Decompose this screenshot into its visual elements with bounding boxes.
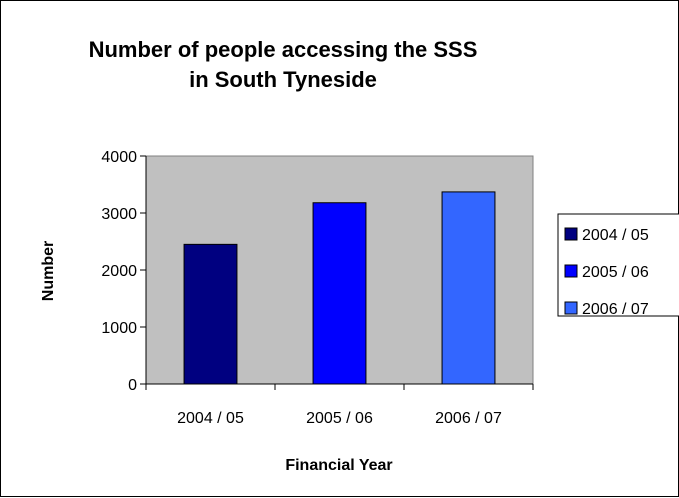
x-axis-title: Financial Year: [285, 457, 392, 474]
legend-swatch: [564, 301, 578, 315]
x-tick-label: 2006 / 07: [435, 410, 502, 427]
legend: 2004 / 05 2005 / 06 2006 / 07: [557, 213, 679, 318]
bars: [183, 191, 496, 385]
legend-label: 2004 / 05: [582, 227, 649, 244]
bar: [441, 191, 496, 385]
y-tick-label: 0: [128, 377, 137, 394]
legend-entries: 2004 / 05 2005 / 06 2006 / 07: [564, 227, 649, 318]
legend-swatch: [564, 264, 578, 278]
legend-label: 2006 / 07: [582, 301, 649, 318]
chart-title-line-2: in South Tyneside: [189, 67, 377, 92]
legend-label: 2005 / 06: [582, 264, 649, 281]
bar: [183, 243, 238, 385]
chart-title-line-1: Number of people accessing the SSS: [89, 37, 478, 62]
x-axis-ticks: 2004 / 05 2005 / 06 2006 / 07: [145, 384, 534, 427]
legend-box: [557, 213, 679, 317]
y-tick-label: 2000: [101, 263, 137, 280]
y-tick-label: 4000: [101, 149, 137, 166]
bar: [312, 202, 367, 385]
y-tick-label: 1000: [101, 320, 137, 337]
y-tick-label: 3000: [101, 206, 137, 223]
y-axis-title: Number: [40, 241, 57, 301]
legend-swatch: [564, 227, 578, 241]
y-axis-ticks: 0 1000 2000 3000 4000: [101, 149, 146, 394]
x-tick-label: 2004 / 05: [177, 410, 244, 427]
x-tick-label: 2005 / 06: [306, 410, 373, 427]
